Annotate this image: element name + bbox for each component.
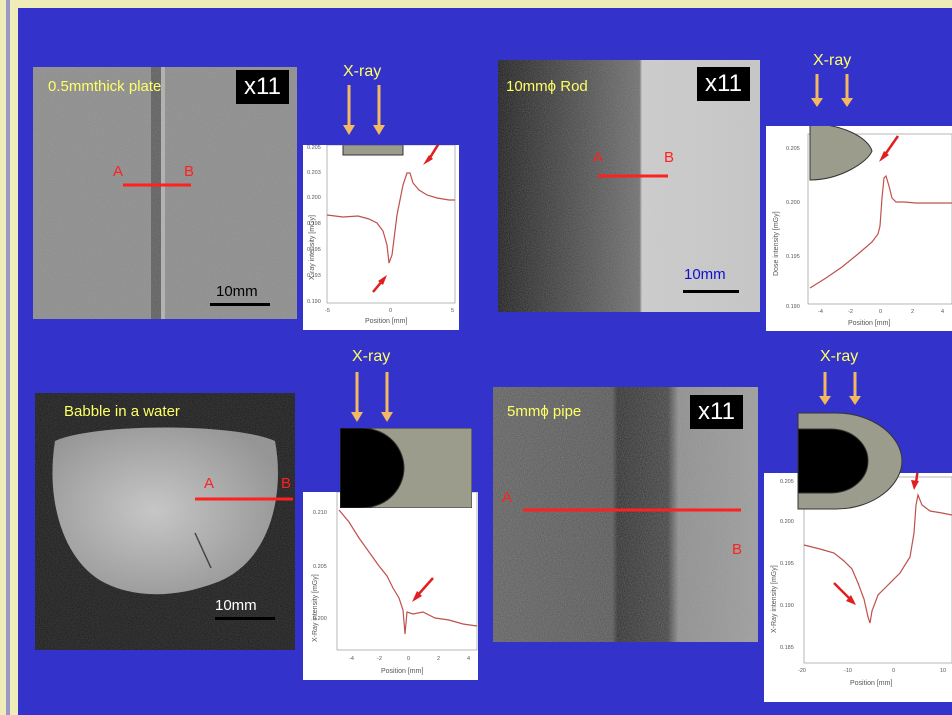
bubble-scale-bar [215,617,275,620]
pipe-ytick-3: 0.190 [780,603,794,609]
rod-xtick-0: -4 [818,309,823,315]
plate-scale-bar [210,303,270,306]
bubble-xray-arrows [351,372,393,422]
pipe-xtick-2: 0 [892,668,895,674]
pipe-ytick-0: 0.205 [780,479,794,485]
plate-xlabel: Position [mm] [365,318,407,325]
plate-scale-label: 10mm [216,283,258,300]
rod-sample-shape [809,126,873,181]
bubble-ytick-2: 0.200 [313,616,327,622]
pipe-ytick-1: 0.200 [780,519,794,525]
rod-ytick-0: 0.205 [786,146,800,152]
bubble-ylabel: X-Ray intensity [mGy] [312,574,319,642]
pipe-point-b: B [732,541,743,558]
rod-ytick-3: 0.190 [786,304,800,310]
bubble-xtick-1: -2 [377,656,382,662]
bubble-ytick-0: 0.210 [313,510,327,516]
pipe-xray-arrows [819,372,861,405]
bubble-xtick-2: 0 [407,656,410,662]
bubble-radiograph [35,393,295,650]
plate-ytick-3: 0.198 [307,221,321,227]
rod-caption: 10mmϕ Rod [506,78,588,95]
plate-profile-plot: 0.205 0.203 0.200 0.198 0.195 0.193 0.19… [303,145,459,330]
bubble-caption: Babble in a water [64,403,180,420]
pipe-ytick-2: 0.195 [780,561,794,567]
bubble-xray-label: X-ray [352,348,391,365]
top-border [0,0,952,8]
bubble-xtick-4: 4 [467,656,470,662]
plate-xray-label: X-ray [343,63,382,80]
bubble-sample-shape [340,428,472,508]
pipe-ytick-4: 0.185 [780,645,794,651]
plate-ytick-1: 0.203 [307,170,321,176]
rod-scale-label: 10mm [684,266,726,283]
bubble-xlabel: Position [mm] [381,668,423,675]
pipe-xlabel: Position [mm] [850,680,892,687]
plate-sample-shape [342,145,404,156]
pipe-profile-plot: 0.205 0.200 0.195 0.190 0.185 -20 -10 0 … [764,473,952,702]
rod-radiograph [498,60,760,312]
bubble-scale-label: 10mm [215,597,257,614]
plate-ytick-0: 0.205 [307,145,321,151]
pipe-xtick-0: -20 [798,668,806,674]
bubble-profile-plot: 0.210 0.205 0.200 -4 -2 0 2 4 Position [… [303,492,478,680]
rod-xray-label: X-ray [813,52,852,69]
pipe-xray-label: X-ray [820,348,859,365]
rod-xtick-2: 0 [879,309,882,315]
bubble-point-a: A [204,475,215,492]
pipe-magnification-badge: x11 [690,395,743,429]
rod-profile-plot: 0.205 0.200 0.195 0.190 -4 -2 0 2 4 Posi… [766,126,952,331]
plate-point-a: A [113,163,124,180]
plate-point-b: B [184,163,195,180]
plate-magnification-badge: x11 [236,70,289,104]
pipe-caption: 5mmϕ pipe [507,403,582,420]
rod-point-a: A [593,149,604,166]
plate-xtick-0: -5 [325,308,330,314]
bubble-xtick-3: 2 [437,656,440,662]
pipe-xtick-1: -10 [844,668,852,674]
pipe-sample-shape [797,412,903,510]
bubble-xtick-0: -4 [349,656,354,662]
plate-xtick-1: 0 [389,308,392,314]
bubble-ytick-1: 0.205 [313,564,327,570]
rod-scale-bar [683,290,739,293]
rod-xlabel: Position [mm] [848,320,890,327]
rod-xtick-1: -2 [848,309,853,315]
plate-ytick-6: 0.190 [307,299,321,305]
plate-xray-arrows [343,85,385,135]
rod-ytick-2: 0.195 [786,254,800,260]
left-border [0,0,18,715]
rod-magnification-badge: x11 [697,67,750,101]
pipe-radiograph [493,387,758,642]
plate-ylabel: X-ray intensity [mGy] [309,215,316,280]
plate-xtick-2: 5 [451,308,454,314]
pipe-ylabel: X-Ray intensity [mGy] [771,565,778,633]
rod-point-b: B [664,149,675,166]
plate-ytick-4: 0.195 [307,247,321,253]
rod-ylabel: Dose intensity [mGy] [773,211,780,276]
pipe-point-a: A [502,489,513,506]
rod-xtick-4: 4 [941,309,944,315]
plate-ytick-2: 0.200 [307,195,321,201]
plate-ytick-5: 0.193 [307,273,321,279]
rod-xtick-3: 2 [911,309,914,315]
rod-xray-arrows [811,74,853,107]
pipe-xtick-3: 10 [940,668,946,674]
rod-ytick-1: 0.200 [786,200,800,206]
plate-caption: 0.5mmthick plate [48,78,162,95]
bubble-point-b: B [281,475,292,492]
plate-radiograph [33,67,297,319]
